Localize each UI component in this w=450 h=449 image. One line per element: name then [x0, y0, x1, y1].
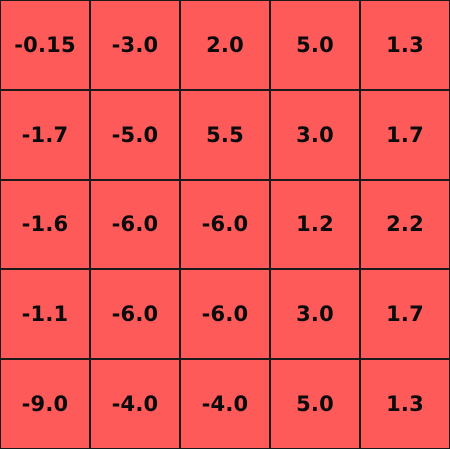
board-cell-r4-c2[interactable]: -4.0 — [181, 360, 269, 448]
board-cell-r4-c0[interactable]: -9.0 — [1, 360, 89, 448]
board-cell-r2-c1[interactable]: -6.0 — [91, 180, 179, 269]
board-cell-r1-c4[interactable]: 1.7 — [361, 90, 449, 179]
board-cell-r4-c4[interactable]: 1.3 — [361, 360, 449, 448]
board-cell-r2-c4[interactable]: 2.2 — [361, 180, 449, 269]
board-cell-r1-c0[interactable]: -1.7 — [1, 90, 89, 179]
board-cell-r4-c3[interactable]: 5.0 — [271, 360, 359, 448]
board-cell-r0-c3[interactable]: 5.0 — [271, 1, 359, 89]
board-cell-r2-c2[interactable]: -6.0 — [181, 180, 269, 269]
board-cell-r3-c3[interactable]: 3.0 — [271, 270, 359, 359]
board-cell-r0-c1[interactable]: -3.0 — [91, 1, 179, 89]
board-cell-r2-c3[interactable]: 1.2 — [271, 180, 359, 269]
board-cell-r0-c0[interactable]: -0.15 — [1, 1, 89, 89]
board-cell-r4-c1[interactable]: -4.0 — [91, 360, 179, 448]
board-cell-r0-c4[interactable]: 1.3 — [361, 1, 449, 89]
board-cell-r1-c3[interactable]: 3.0 — [271, 90, 359, 179]
board-cell-r0-c2[interactable]: 2.0 — [181, 1, 269, 89]
board-cell-r3-c0[interactable]: -1.1 — [1, 270, 89, 359]
board-cell-r3-c4[interactable]: 1.7 — [361, 270, 449, 359]
board-cell-r1-c2[interactable]: 5.5 — [181, 90, 269, 179]
board-cell-r1-c1[interactable]: -5.0 — [91, 90, 179, 179]
board-cell-r3-c2[interactable]: -6.0 — [181, 270, 269, 359]
board-cell-r3-c1[interactable]: -6.0 — [91, 270, 179, 359]
board-cell-r2-c0[interactable]: -1.6 — [1, 180, 89, 269]
